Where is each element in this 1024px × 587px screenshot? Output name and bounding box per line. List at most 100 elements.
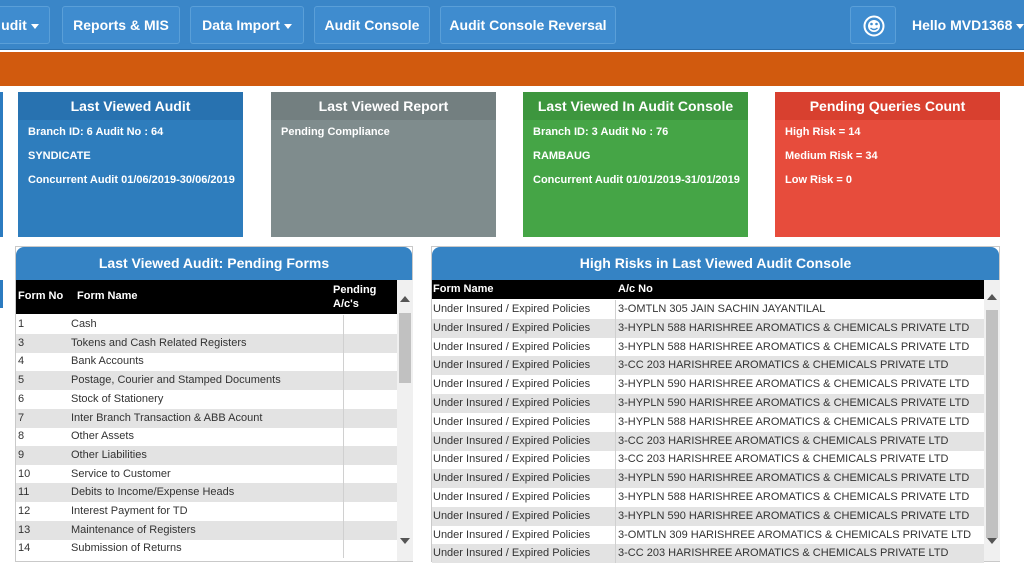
form-no-cell: 14 [18, 542, 31, 555]
table-row[interactable]: Under Insured / Expired Policies 3-CC 203… [432, 356, 984, 376]
form-no-cell: 5 [18, 374, 25, 387]
card-pending-queries[interactable]: Pending Queries Count High Risk = 14 Med… [775, 92, 1000, 237]
column-header: Form Name [77, 290, 138, 302]
form-name-cell: Under Insured / Expired Policies [433, 321, 591, 334]
table-row[interactable]: 1 Cash [16, 315, 397, 334]
form-no-cell: 13 [18, 523, 31, 536]
form-no-cell: 10 [18, 467, 31, 480]
account-no-cell: 3-HYPLN 588 HARISHREE AROMATICS & CHEMIC… [618, 415, 970, 428]
column-divider [343, 389, 344, 409]
nav-audit-console-reversal-label: Audit Console Reversal [449, 17, 607, 33]
card-last-viewed-audit[interactable]: Last Viewed Audit Branch ID: 6 Audit No … [18, 92, 243, 237]
table-row[interactable]: Under Insured / Expired Policies 3-HYPLN … [432, 394, 984, 413]
table-row[interactable]: Under Insured / Expired Policies 3-HYPLN … [432, 469, 984, 489]
nav-data-import-menu[interactable]: Data Import [190, 6, 304, 44]
table-row[interactable]: Under Insured / Expired Policies 3-HYPLN … [432, 488, 984, 507]
column-divider [343, 333, 344, 353]
card-last-viewed-audit-console[interactable]: Last Viewed In Audit Console Branch ID: … [523, 92, 748, 237]
table-row[interactable]: 13 Maintenance of Registers [16, 520, 397, 540]
form-name-cell: Under Insured / Expired Policies [433, 415, 591, 428]
table-row[interactable]: Under Insured / Expired Policies 3-CC 203… [432, 450, 984, 470]
left-edge-strip [0, 92, 3, 237]
table-row[interactable]: Under Insured / Expired Policies 3-HYPLN … [432, 506, 984, 526]
form-no-cell: 6 [18, 392, 25, 405]
scrollbar[interactable] [984, 280, 1000, 561]
form-no-cell: 7 [18, 411, 25, 424]
column-divider [615, 356, 616, 376]
table-row[interactable]: Under Insured / Expired Policies 3-CC 203… [432, 431, 984, 451]
form-name-cell: Service to Customer [71, 467, 171, 480]
table-row[interactable]: 10 Service to Customer [16, 464, 397, 484]
account-no-cell: 3-CC 203 HARISHREE AROMATICS & CHEMICALS… [618, 453, 949, 466]
form-name-cell: Inter Branch Transaction & ABB Acount [71, 411, 263, 424]
form-no-cell: 1 [18, 318, 25, 330]
form-name-cell: Other Liabilities [71, 448, 147, 461]
scrollbar[interactable] [397, 280, 413, 561]
nav-audit-console-reversal[interactable]: Audit Console Reversal [440, 6, 616, 44]
form-name-cell: Under Insured / Expired Policies [433, 359, 591, 372]
column-header: Form No [18, 290, 64, 302]
table-row[interactable]: Under Insured / Expired Policies 3-HYPLN … [432, 337, 984, 357]
table-row[interactable]: 6 Stock of Stationery [16, 389, 397, 409]
form-name-cell: Other Assets [71, 430, 134, 443]
column-divider [343, 427, 344, 447]
column-divider [615, 544, 616, 564]
form-name-cell: Submission of Returns [71, 542, 182, 555]
form-no-cell: 8 [18, 430, 25, 443]
table-row[interactable]: 8 Other Assets [16, 427, 397, 447]
table-row[interactable]: 14 Submission of Returns [16, 539, 397, 559]
pending-forms-panel: Last Viewed Audit: Pending Forms Form No… [15, 246, 413, 562]
form-name-cell: Bank Accounts [71, 355, 144, 368]
chevron-down-icon[interactable] [400, 538, 410, 544]
table-row[interactable]: Under Insured / Expired Policies 3-OMTLN … [432, 300, 984, 319]
table-row[interactable]: 3 Tokens and Cash Related Registers [16, 333, 397, 353]
card-line: Low Risk = 0 [785, 174, 852, 186]
orange-banner [0, 52, 1024, 86]
card-title: Last Viewed In Audit Console [523, 92, 748, 120]
card-line: Branch ID: 3 Audit No : 76 [533, 126, 669, 138]
table-row[interactable]: Under Insured / Expired Policies 3-HYPLN … [432, 318, 984, 338]
form-no-cell: 4 [18, 355, 25, 368]
column-header: Form Name [433, 283, 494, 295]
column-divider [615, 318, 616, 338]
avatar-button[interactable] [850, 6, 896, 44]
form-name-cell: Interest Payment for TD [71, 505, 188, 517]
chevron-up-icon[interactable] [400, 296, 410, 302]
account-no-cell: 3-HYPLN 590 HARISHREE AROMATICS & CHEMIC… [618, 509, 970, 522]
card-title: Last Viewed Report [271, 92, 496, 120]
table-row[interactable]: Under Insured / Expired Policies 3-HYPLN … [432, 412, 984, 432]
table-row[interactable]: Under Insured / Expired Policies 3-OMTLN … [432, 525, 984, 545]
account-no-cell: 3-CC 203 HARISHREE AROMATICS & CHEMICALS… [618, 359, 949, 372]
nav-data-import-label: Data Import [202, 17, 280, 33]
table-row[interactable]: 9 Other Liabilities [16, 445, 397, 465]
form-name-cell: Under Insured / Expired Policies [433, 340, 591, 353]
column-divider [615, 412, 616, 432]
table-row[interactable]: Under Insured / Expired Policies 3-CC 203… [432, 544, 984, 564]
nav-audit-menu[interactable]: udit [0, 6, 50, 44]
account-no-cell: 3-CC 203 HARISHREE AROMATICS & CHEMICALS… [618, 547, 949, 560]
account-no-cell: 3-HYPLN 588 HARISHREE AROMATICS & CHEMIC… [618, 321, 970, 334]
card-line: Concurrent Audit 01/06/2019-30/06/2019 [28, 174, 235, 186]
user-menu[interactable]: Hello MVD1368 [898, 6, 1024, 44]
chevron-up-icon[interactable] [987, 294, 997, 300]
card-last-viewed-report[interactable]: Last Viewed Report Pending Compliance [271, 92, 496, 237]
top-navbar: udit Reports & MIS Data Import Audit Con… [0, 0, 1024, 50]
form-name-cell: Under Insured / Expired Policies [433, 547, 591, 560]
scrollbar-thumb[interactable] [986, 310, 998, 538]
table-row[interactable]: Under Insured / Expired Policies 3-HYPLN … [432, 375, 984, 395]
chevron-down-icon[interactable] [987, 538, 997, 544]
column-divider [343, 520, 344, 540]
account-no-cell: 3-CC 203 HARISHREE AROMATICS & CHEMICALS… [618, 434, 949, 447]
high-risks-header: Form Name A/c No [432, 280, 984, 299]
table-row[interactable]: 11 Debits to Income/Expense Heads [16, 483, 397, 503]
card-line: Pending Compliance [281, 126, 390, 138]
table-row[interactable]: 12 Interest Payment for TD [16, 502, 397, 521]
scrollbar-thumb[interactable] [399, 313, 411, 383]
table-row[interactable]: 7 Inter Branch Transaction & ABB Acount [16, 408, 397, 428]
table-row[interactable]: 5 Postage, Courier and Stamped Documents [16, 371, 397, 391]
card-line: High Risk = 14 [785, 126, 861, 138]
nav-reports-mis[interactable]: Reports & MIS [62, 6, 180, 44]
table-row[interactable]: 4 Bank Accounts [16, 352, 397, 372]
form-no-cell: 9 [18, 448, 25, 461]
nav-audit-console[interactable]: Audit Console [314, 6, 430, 44]
